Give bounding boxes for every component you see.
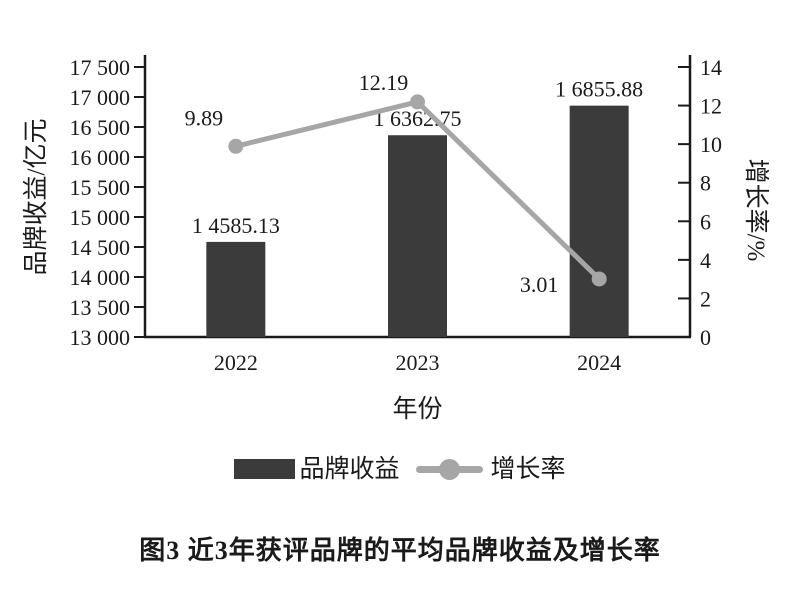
bar-2023 [388,135,447,337]
bar-swatch-icon [234,459,296,479]
x-tick-label-2024: 2024 [577,350,621,375]
left-tick-label: 17 500 [70,55,131,80]
bar-2022 [206,241,266,337]
line-swatch-marker [438,458,460,480]
legend-label-brand-revenue: 品牌收益 [299,455,400,483]
right-tick-label: 10 [700,132,722,157]
bar-2024 [569,105,629,337]
left-tick-label: 13 500 [70,295,131,320]
growth-marker-2024 [591,271,607,287]
right-tick-label: 6 [700,209,711,234]
line-swatch-icon [415,458,483,480]
left-tick-label: 14 500 [70,235,131,260]
left-tick-label: 15 500 [70,175,131,200]
bar-value-label: 1 4585.13 [192,213,280,238]
legend-item-brand-revenue: 品牌收益 [234,455,400,483]
left-tick-label: 13 000 [70,325,131,350]
right-tick-label: 8 [700,171,711,196]
right-tick-label: 4 [700,248,711,273]
right-tick-label: 2 [700,286,711,311]
bar-value-label: 1 6855.88 [555,77,643,102]
x-tick-label-2022: 2022 [214,350,258,375]
right-tick-label: 12 [700,94,722,119]
legend-item-growth-rate: 增长率 [415,455,566,483]
combo-chart: 13 000 13 500 14 000 14 500 15 000 15 500 16 0… [22,55,770,423]
line-value-label: 9.89 [185,105,224,130]
left-tick-label: 14 000 [70,265,131,290]
x-axis-title: 年份 [392,395,442,423]
right-tick-label: 0 [700,325,711,350]
line-value-label: 12.19 [359,70,409,95]
growth-marker-2023 [410,94,425,110]
left-tick-label: 17 000 [70,85,131,110]
x-tick-label-2023: 2023 [396,350,440,375]
right-tick-label: 14 [700,55,722,80]
right-axis-title: 增长率/% [742,159,770,262]
left-axis-title: 品牌收益/亿元 [22,119,50,276]
left-tick-label: 16 500 [70,115,131,140]
legend-label-growth-rate: 增长率 [490,455,566,483]
growth-marker-2022 [228,138,244,154]
figure-caption: 图3 近3年获评品牌的平均品牌收益及增长率 [139,536,661,565]
line-value-label: 3.01 [520,272,559,297]
legend: 品牌收益 增长率 [0,452,800,486]
left-tick-label: 16 000 [70,145,131,170]
left-tick-label: 15 000 [70,205,131,230]
